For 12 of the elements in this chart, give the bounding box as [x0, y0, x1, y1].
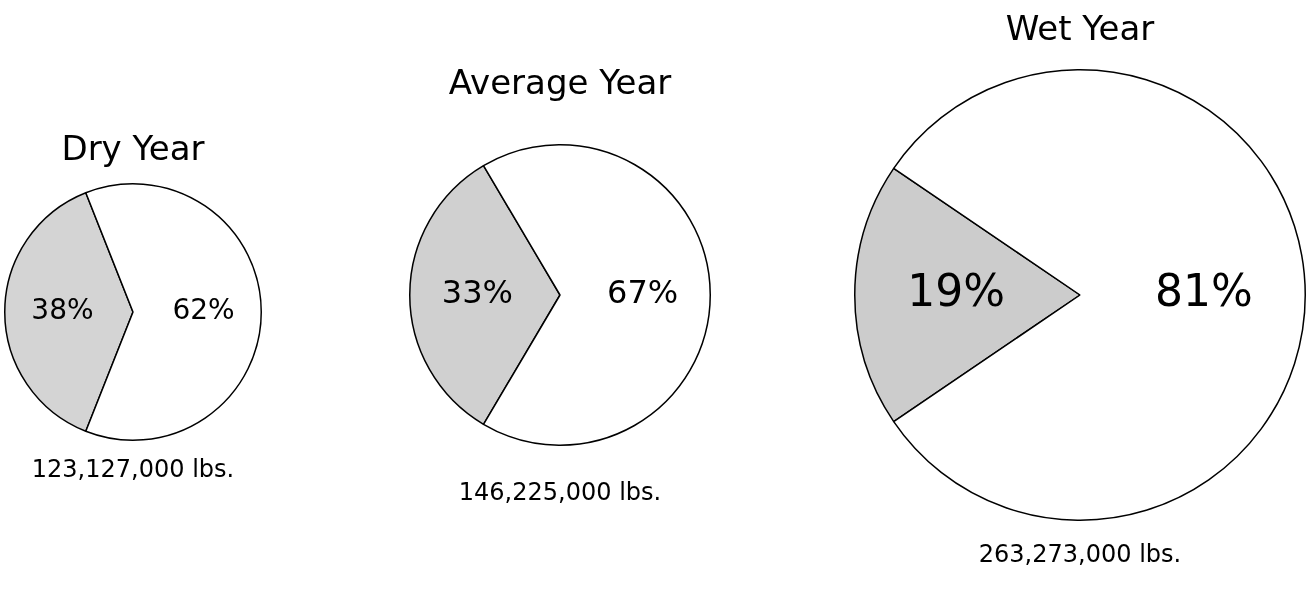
text: 263,273,000 lbs.	[977, 540, 1183, 568]
data-label: 33%	[441, 273, 513, 312]
chart-title: Dry Year	[60, 128, 206, 168]
data-label: 67%	[607, 273, 679, 312]
data-label: 81%	[1154, 265, 1253, 317]
chart-title: Average Year	[447, 62, 673, 102]
text: 146,225,000 lbs.	[457, 478, 663, 506]
data-label: 19%	[907, 265, 1006, 317]
text: 123,127,000 lbs.	[30, 455, 236, 483]
chart-title: Wet Year	[1004, 8, 1156, 48]
data-label: 38%	[31, 293, 94, 327]
data-label: 62%	[172, 293, 235, 327]
